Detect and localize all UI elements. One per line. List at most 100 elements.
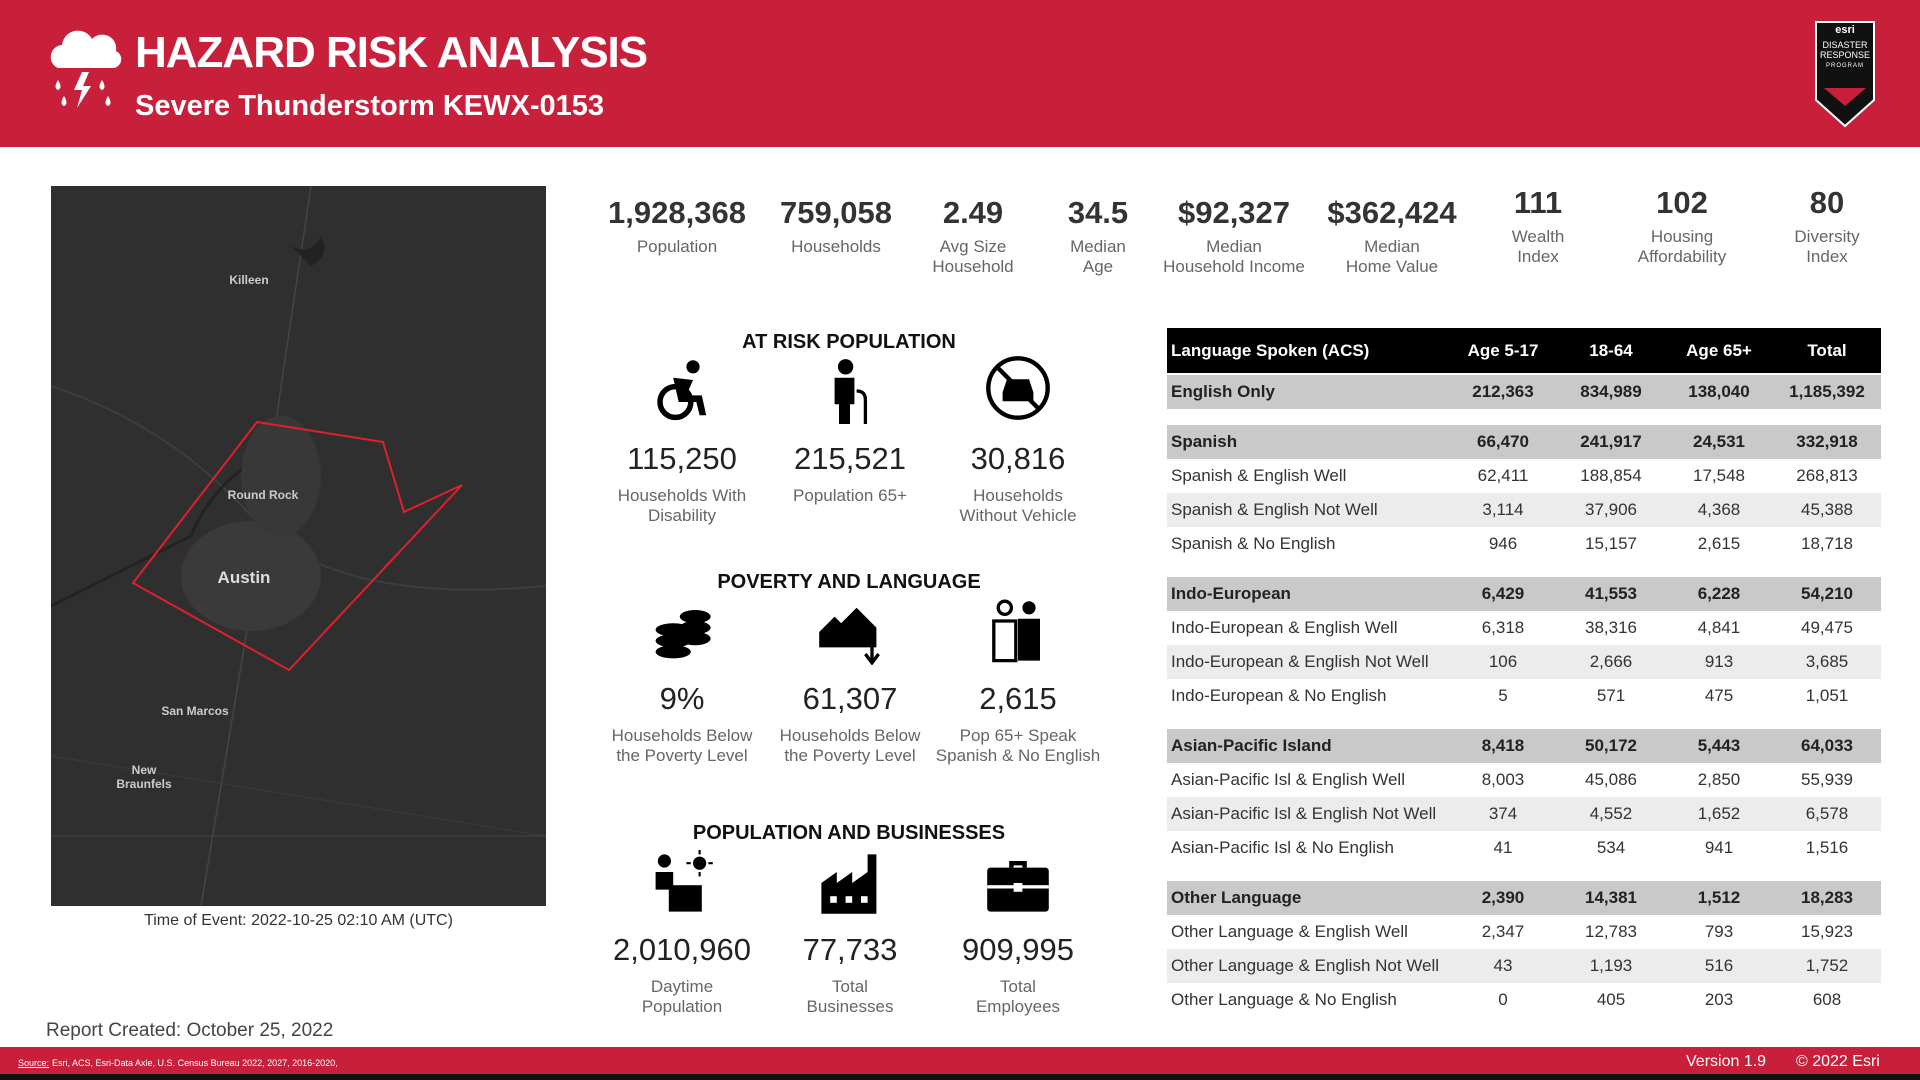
table-cell: 608 <box>1812 990 1842 1009</box>
stat-label: Median Household Income <box>1163 237 1305 276</box>
table-cell: 405 <box>1596 990 1626 1009</box>
metric: 909,995 Total Employees <box>928 931 1108 1017</box>
table-cell: 43 <box>1493 956 1513 975</box>
table-cell: Indo-European & English Not Well <box>1171 652 1429 671</box>
table-cell: 5 <box>1498 686 1508 705</box>
header-cell: 18-64 <box>1589 340 1633 360</box>
table-cell: Spanish <box>1171 432 1238 451</box>
table-cell: 37,906 <box>1585 500 1637 519</box>
metric-value: 77,733 <box>802 932 898 967</box>
header-cell: Age 5-17 <box>1467 340 1539 360</box>
table-cell: 15,923 <box>1801 922 1853 941</box>
stat-value: $362,424 <box>1327 195 1457 230</box>
metric: 9% Households Below the Poverty Level <box>592 680 772 766</box>
table-cell: 2,390 <box>1481 888 1525 907</box>
table-cell: 1,752 <box>1805 956 1849 975</box>
table-cell: 793 <box>1704 922 1734 941</box>
logo-title: DISASTER RESPONSE <box>1819 40 1870 60</box>
map-graphics <box>51 186 546 906</box>
table-cell: Other Language & English Not Well <box>1171 956 1440 975</box>
table-row: Indo-European & No English 5 571 475 1,051 <box>1167 679 1881 713</box>
stat: $92,327 Median Household Income <box>1144 193 1324 277</box>
map: Killeen Round Rock Austin San Marcos New Bra… <box>51 186 546 906</box>
table-cell: 55,939 <box>1801 770 1853 789</box>
table-cell: 66,470 <box>1477 432 1529 451</box>
table-cell: 0 <box>1498 990 1508 1009</box>
group-row: Spanish 66,470 241,917 24,531 332,918 <box>1167 425 1881 459</box>
icon-daytime <box>655 850 713 912</box>
table-cell: 64,033 <box>1801 736 1853 755</box>
table-cell: 6,429 <box>1481 584 1525 603</box>
stat-label: Diversity Index <box>1794 227 1860 266</box>
metric-value: 115,250 <box>627 441 737 476</box>
logo-brand: esri <box>1835 24 1855 36</box>
stat-label: Households <box>791 237 881 256</box>
header-bar <box>0 0 1920 147</box>
table-row: Other Language & English Well 2,347 12,783… <box>1167 915 1881 949</box>
metric: 30,816 Households Without Vehicle <box>928 440 1108 526</box>
table-cell: 17,548 <box>1693 466 1745 485</box>
copyright: © 2022 Esri <box>1796 1053 1880 1070</box>
table-cell: 1,051 <box>1805 686 1849 705</box>
stat-label: Housing Affordability <box>1637 227 1727 266</box>
table-cell: 50,172 <box>1585 736 1637 755</box>
table-row: Spanish & No English 946 15,157 2,615 18,718 <box>1167 527 1881 561</box>
table-cell: 18,283 <box>1801 888 1853 907</box>
table-row: Other Language & English Not Well 43 1,193… <box>1167 949 1881 983</box>
table-cell: 14,381 <box>1585 888 1637 907</box>
table-cell: 6,228 <box>1697 584 1741 603</box>
table-cell: Other Language & English Well <box>1171 922 1408 941</box>
table-cell: 2,347 <box>1481 922 1525 941</box>
stat-value: 2.49 <box>942 195 1004 230</box>
section-title: AT RISK POPULATION <box>742 331 956 353</box>
stat-label: Wealth Index <box>1511 227 1565 266</box>
table-cell: 571 <box>1596 686 1626 705</box>
table-cell: 8,418 <box>1481 736 1525 755</box>
metric-label: Households With Disability <box>617 486 747 525</box>
header-cell: Age 65+ <box>1686 340 1752 360</box>
table-cell: Spanish & No English <box>1171 534 1336 553</box>
table-cell: English Only <box>1171 382 1275 401</box>
table-cell: 106 <box>1488 652 1518 671</box>
stat-value: 80 <box>1809 185 1845 220</box>
metric-value: 2,010,960 <box>613 932 751 967</box>
table-cell: 941 <box>1704 838 1734 857</box>
table-row: Asian-Pacific Isl & English Well 8,003 45,… <box>1167 763 1881 797</box>
metric-label: Households Below the Poverty Level <box>779 726 921 765</box>
table-cell: 24,531 <box>1693 432 1745 451</box>
table-cell: Spanish & English Not Well <box>1171 500 1378 519</box>
table-cell: Asian-Pacific Isl & English Not Well <box>1171 804 1437 823</box>
table-cell: 188,854 <box>1580 466 1642 485</box>
table-cell: 4,368 <box>1697 500 1741 519</box>
stat-value: 111 <box>1513 185 1563 220</box>
section-title: POVERTY AND LANGUAGE <box>717 571 981 593</box>
stat-value: 1,928,368 <box>608 195 746 230</box>
table-cell: 2,850 <box>1697 770 1741 789</box>
stat: 102 Housing Affordability <box>1592 183 1772 267</box>
stat-label: Avg Size Household <box>932 237 1014 276</box>
table-cell: Asian-Pacific Isl & English Well <box>1171 770 1405 789</box>
map-label: Round Rock <box>227 488 299 502</box>
icon-disability <box>657 360 707 421</box>
table-cell: 6,318 <box>1481 618 1525 637</box>
stat: 2.49 Avg Size Household <box>883 193 1063 277</box>
metric-value: 9% <box>659 681 705 716</box>
metric-label: Total Employees <box>975 977 1061 1016</box>
footer-stripe <box>0 1074 1920 1080</box>
report-created: Report Created: October 25, 2022 <box>46 1020 334 1041</box>
metric: 215,521 Population 65+ <box>760 440 940 506</box>
table-cell: 41 <box>1493 838 1513 857</box>
table-row: Spanish & English Not Well 3,114 37,906 4,3… <box>1167 493 1881 527</box>
table-cell: 913 <box>1704 652 1734 671</box>
table-cell: 12,783 <box>1585 922 1637 941</box>
table-cell: Asian-Pacific Island <box>1171 736 1332 755</box>
header-cell: Language Spoken (ACS) <box>1171 340 1370 360</box>
version: Version 1.9 <box>1686 1053 1767 1070</box>
stat-label: Population <box>636 237 718 256</box>
table-cell: Spanish & English Well <box>1171 466 1347 485</box>
event-time: Time of Event: 2022-10-25 02:10 AM (UTC) <box>144 912 453 929</box>
metric: 2,615 Pop 65+ Speak Spanish & No English <box>928 680 1108 766</box>
stat-value: 34.5 <box>1067 195 1129 230</box>
table-row: Indo-European & English Not Well 106 2,666… <box>1167 645 1881 679</box>
